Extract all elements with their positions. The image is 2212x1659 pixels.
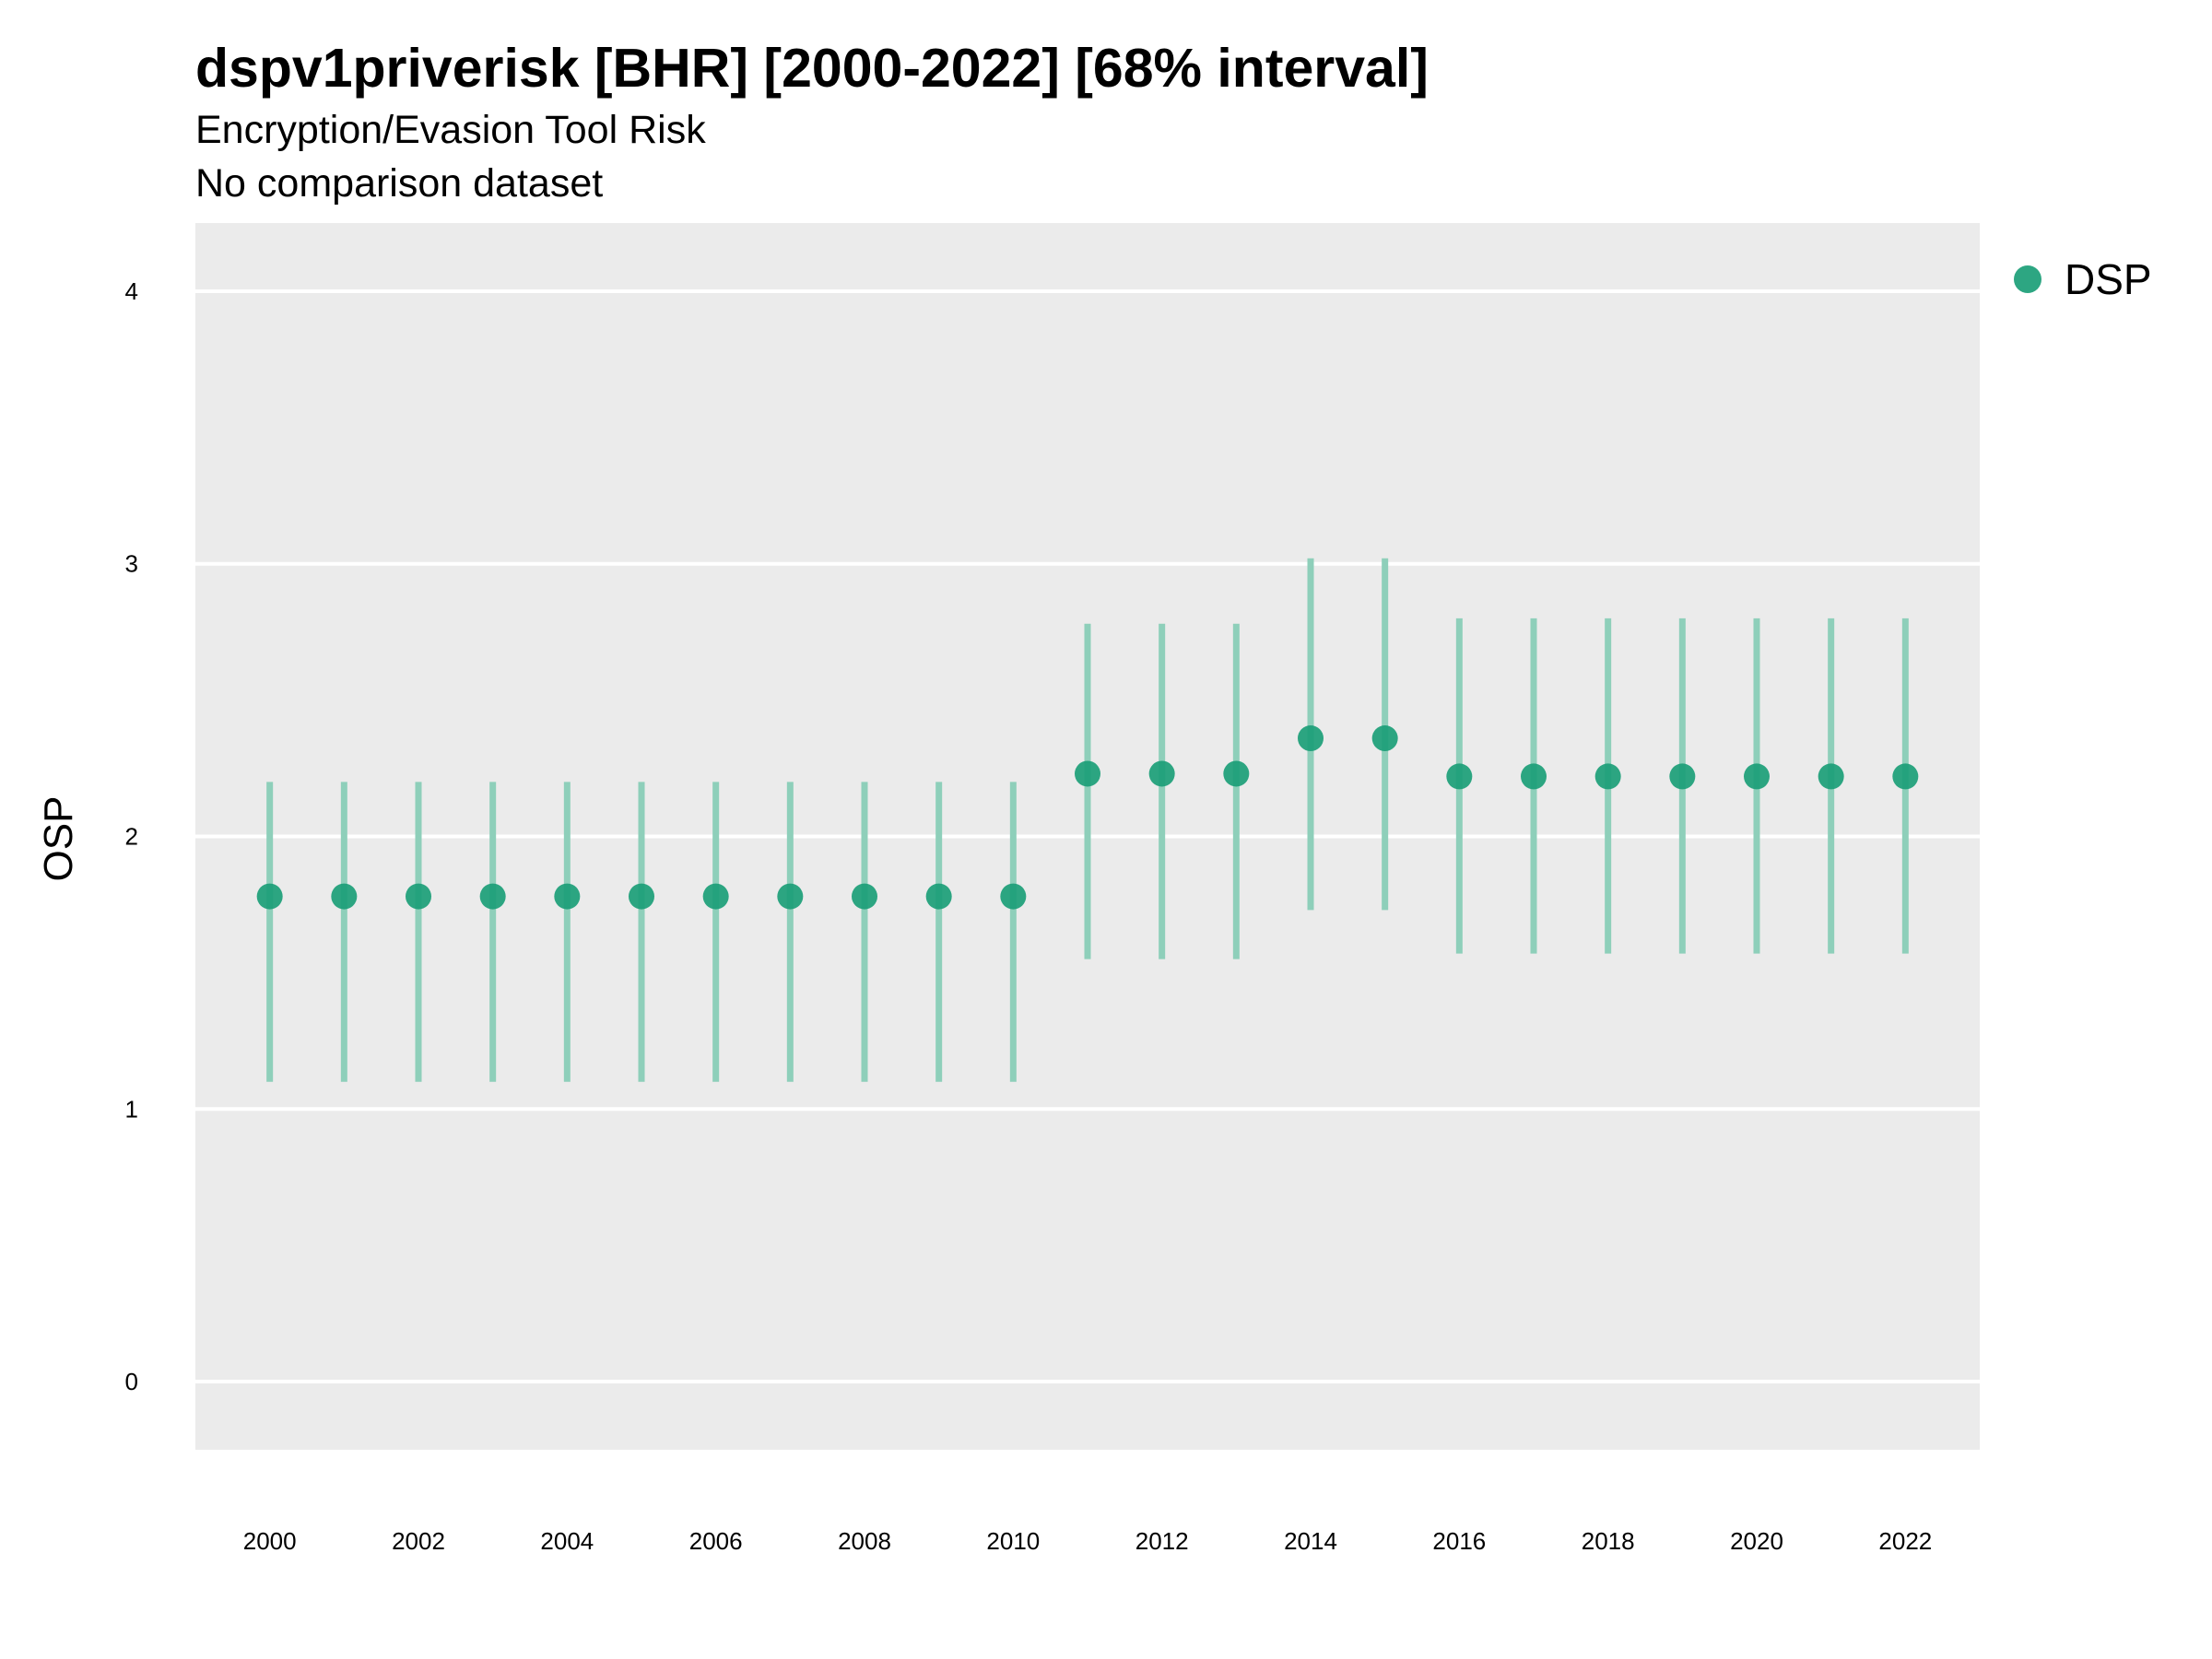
data-point-2010 — [1000, 883, 1027, 910]
data-point-2018 — [1594, 763, 1621, 790]
y-tick-label-3: 3 — [125, 550, 138, 578]
y-axis-ticks: 0 1 2 3 4 — [125, 277, 138, 1395]
x-tick-label-2000: 2000 — [243, 1527, 297, 1555]
y-tick-label-0: 0 — [125, 1368, 138, 1395]
y-tick-label-4: 4 — [125, 277, 138, 305]
data-point-2008 — [852, 883, 877, 910]
data-points — [256, 725, 1919, 910]
data-point-2004 — [554, 883, 581, 910]
y-tick-label-2: 2 — [125, 823, 138, 851]
y-tick-label-1: 1 — [125, 1095, 138, 1123]
data-point-2000 — [256, 883, 283, 910]
data-point-2016 — [1446, 763, 1473, 790]
x-tick-label-2018: 2018 — [1582, 1527, 1635, 1555]
x-tick-label-2012: 2012 — [1135, 1527, 1189, 1555]
data-point-2009 — [925, 883, 952, 910]
data-point-2006 — [702, 883, 729, 910]
data-point-2005 — [629, 883, 654, 910]
chart-subtitle: Encryption/Evasion Tool Risk — [195, 108, 706, 152]
x-tick-label-2002: 2002 — [392, 1527, 445, 1555]
chart-subtitle-secondary: No comparison dataset — [195, 161, 603, 206]
x-tick-label-2014: 2014 — [1284, 1527, 1337, 1555]
legend: DSP — [2014, 255, 2152, 303]
data-point-2001 — [331, 883, 358, 910]
x-tick-label-2008: 2008 — [838, 1527, 891, 1555]
x-tick-label-2020: 2020 — [1730, 1527, 1783, 1555]
x-tick-label-2016: 2016 — [1432, 1527, 1486, 1555]
data-point-2014 — [1298, 725, 1324, 752]
data-point-2015 — [1371, 725, 1398, 752]
x-axis-ticks: 2000 2002 2004 2006 2008 2010 2012 2014 2016 2018… — [243, 1527, 1933, 1555]
data-point-2020 — [1744, 763, 1770, 790]
data-point-2022 — [1892, 763, 1919, 790]
legend-marker-dsp — [2014, 265, 2041, 293]
data-point-2012 — [1148, 760, 1175, 787]
data-point-2011 — [1075, 760, 1100, 787]
data-point-2003 — [479, 883, 506, 910]
chart-title: dspv1priverisk [BHR] [2000-2022] [68% in… — [195, 38, 1429, 99]
data-point-2013 — [1223, 760, 1250, 787]
y-axis-label: OSP — [36, 796, 81, 882]
data-point-2017 — [1521, 763, 1547, 790]
x-tick-label-2022: 2022 — [1878, 1527, 1932, 1555]
data-point-2021 — [1818, 763, 1844, 790]
data-point-2002 — [406, 883, 431, 910]
data-point-2007 — [777, 883, 804, 910]
legend-label-dsp: DSP — [2065, 255, 2152, 303]
data-point-2019 — [1669, 763, 1696, 790]
x-tick-label-2010: 2010 — [986, 1527, 1040, 1555]
x-tick-label-2004: 2004 — [540, 1527, 594, 1555]
x-tick-label-2006: 2006 — [689, 1527, 743, 1555]
